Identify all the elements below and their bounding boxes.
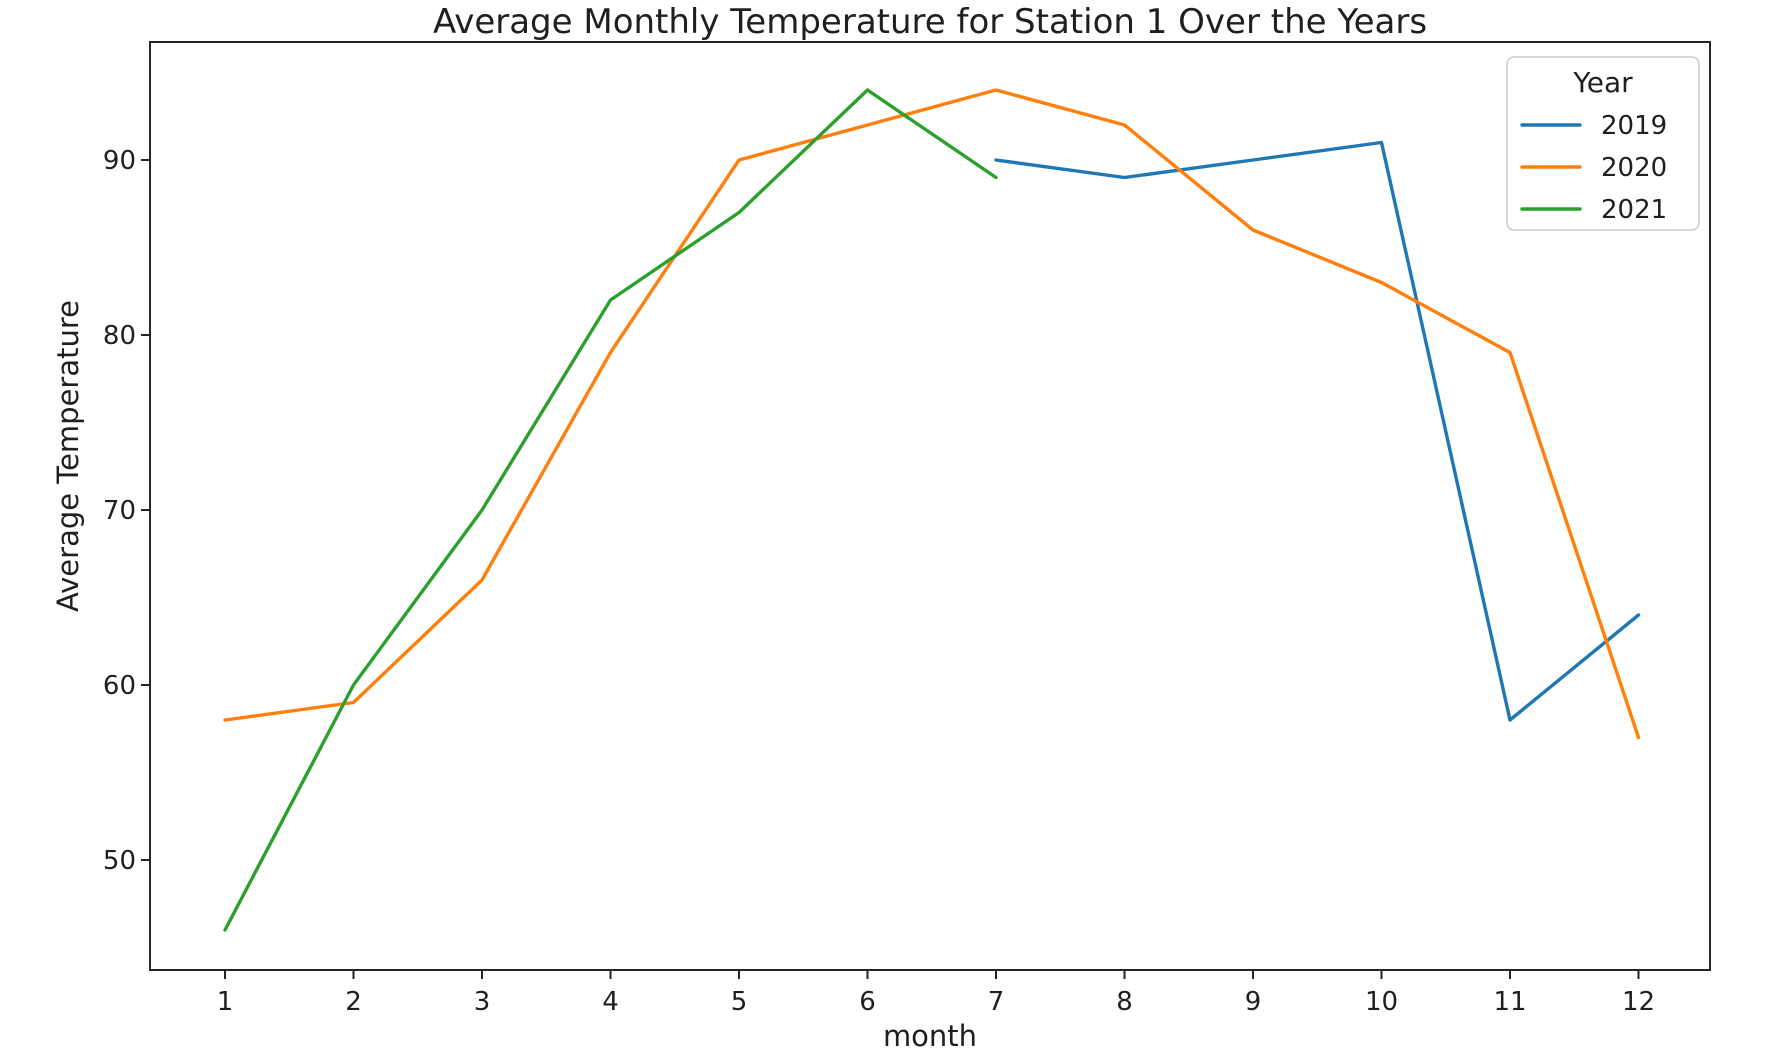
series-line-2021 xyxy=(223,88,998,932)
legend-entry-label: 2021 xyxy=(1601,195,1667,225)
legend-entry-label: 2019 xyxy=(1601,111,1667,141)
series-line-2020 xyxy=(223,88,1641,740)
x-tick-label: 9 xyxy=(1245,987,1262,1017)
legend: Year 2019 2020 2021 xyxy=(1506,56,1700,231)
x-tick-label: 4 xyxy=(602,987,619,1017)
legend-title: Year xyxy=(1572,66,1633,99)
x-tick-label: 5 xyxy=(731,987,748,1017)
y-tick-label: 70 xyxy=(103,496,136,526)
y-tick-label: 90 xyxy=(103,146,136,176)
x-tick-label: 2 xyxy=(345,987,362,1017)
x-tick-label: 7 xyxy=(988,987,1005,1017)
x-tick-label: 10 xyxy=(1365,987,1398,1017)
x-tick-label: 6 xyxy=(859,987,876,1017)
x-tick-label: 1 xyxy=(217,987,234,1017)
x-tick-label: 12 xyxy=(1622,987,1655,1017)
x-tick-label: 3 xyxy=(474,987,491,1017)
plot-frame xyxy=(149,41,1711,971)
y-tick-label: 80 xyxy=(103,321,136,351)
chart-title: Average Monthly Temperature for Station … xyxy=(433,2,1427,42)
series-line-2019 xyxy=(994,140,1641,722)
y-tick-label: 50 xyxy=(103,846,136,876)
x-tick-label: 8 xyxy=(1116,987,1133,1017)
y-axis-label: Average Temperature xyxy=(51,300,85,612)
y-tick-label: 60 xyxy=(103,671,136,701)
legend-entry-label: 2020 xyxy=(1601,153,1667,183)
x-tick-label: 11 xyxy=(1493,987,1526,1017)
x-axis-label: month xyxy=(883,1019,977,1053)
legend-box xyxy=(1506,56,1700,231)
